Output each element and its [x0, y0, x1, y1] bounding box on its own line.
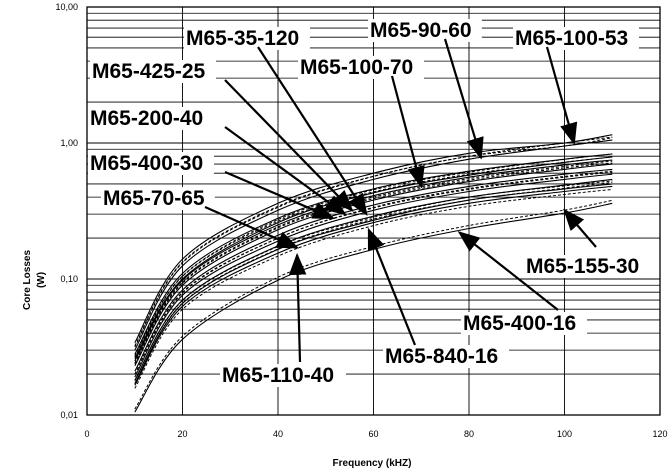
x-tick-label: 20 [177, 429, 187, 439]
series-dashed-line-M65-90-60 [134, 136, 613, 348]
y-tick-label: 0,01 [60, 410, 78, 420]
annotation-label: M65-90-60 [370, 19, 472, 42]
annotation-label: M65-425-25 [92, 60, 206, 83]
annotation-label-bg [513, 27, 639, 50]
series-line-M65-90-60 [134, 139, 613, 351]
annotation-label-bg [88, 152, 214, 175]
x-axis-title: Frequency (kHZ) [333, 458, 412, 469]
annotation-arrow [224, 126, 347, 216]
series-line-M65-155-30 [134, 202, 613, 413]
annotation-label: M65-400-16 [463, 312, 576, 335]
x-tick-label: 60 [368, 429, 378, 439]
annotation-label-bg [368, 19, 482, 42]
series-dashed-line-M65-425-25 [134, 153, 613, 356]
x-tick-label: 80 [464, 429, 474, 439]
series-dashed-line-M65-400-16 [134, 188, 613, 389]
annotation-label-bg [298, 56, 424, 79]
annotation-arrow [288, 252, 307, 363]
plot-border [86, 6, 661, 416]
annotation-arrow [545, 46, 578, 146]
annotation-label: M65-110-40 [222, 364, 334, 387]
annotation-label: M65-100-53 [515, 27, 628, 50]
annotation-label-bg [220, 364, 346, 387]
y-axis-title-line-2: (W) [36, 272, 47, 288]
annotation-arrow [457, 231, 559, 311]
annotation-label-bg [101, 187, 215, 210]
x-tick-label: 100 [557, 429, 572, 439]
annotation-label: M65-155-30 [526, 255, 639, 278]
y-axis-title-line-1: Core Losses [22, 250, 33, 310]
annotation-label-bg [88, 107, 214, 130]
series-dashed-line-M65-100-53 [134, 137, 613, 346]
annotation-arrow [390, 75, 425, 189]
y-tick-labels: 0,01 0,10 1,00 10,00 [55, 2, 78, 420]
x-tick-labels: 0 20 40 60 80 100 120 [84, 429, 667, 439]
annotation-label-bg [90, 60, 216, 83]
plot-frame [86, 6, 661, 416]
annotation-label: M65-400-30 [90, 152, 203, 175]
annotation-arrow [224, 170, 335, 220]
x-tick-label: 120 [652, 429, 667, 439]
annotation-label: M65-840-16 [385, 345, 498, 368]
annotation-arrow [367, 227, 417, 346]
series-line-M65-840-16 [134, 183, 613, 384]
annotation-arrow [224, 79, 354, 212]
annotation-arrow [257, 46, 368, 216]
annotation-label: M65-35-120 [186, 27, 299, 50]
x-tick-label: 40 [273, 429, 283, 439]
annotation-arrow [563, 208, 597, 248]
series-line-M65-110-40 [134, 178, 613, 381]
annotation-label: M65-200-40 [90, 107, 203, 130]
series-dashed-line-M65-110-40 [134, 181, 613, 384]
series-line-M65-400-16 [134, 185, 613, 386]
annotations: M65-35-120 M65-90-60 M65-100-53 M65-425-25 M… [88, 19, 650, 387]
annotation-label: M65-100-70 [300, 56, 413, 79]
annotation-label: M65-70-65 [103, 187, 205, 210]
x-tick-label: 0 [84, 429, 89, 439]
annotation-arrow [443, 38, 484, 160]
annotation-arrow [204, 205, 300, 249]
annotation-label-bg [184, 27, 310, 50]
series-dashed-line-M65-155-30 [134, 199, 613, 410]
y-tick-label: 1,00 [60, 138, 78, 148]
annotation-label-bg [461, 312, 587, 335]
y-tick-label: 0,10 [60, 274, 78, 284]
annotation-label-bg [383, 345, 509, 368]
y-tick-label: 10,00 [55, 2, 78, 12]
annotation-label-bg [524, 255, 650, 278]
